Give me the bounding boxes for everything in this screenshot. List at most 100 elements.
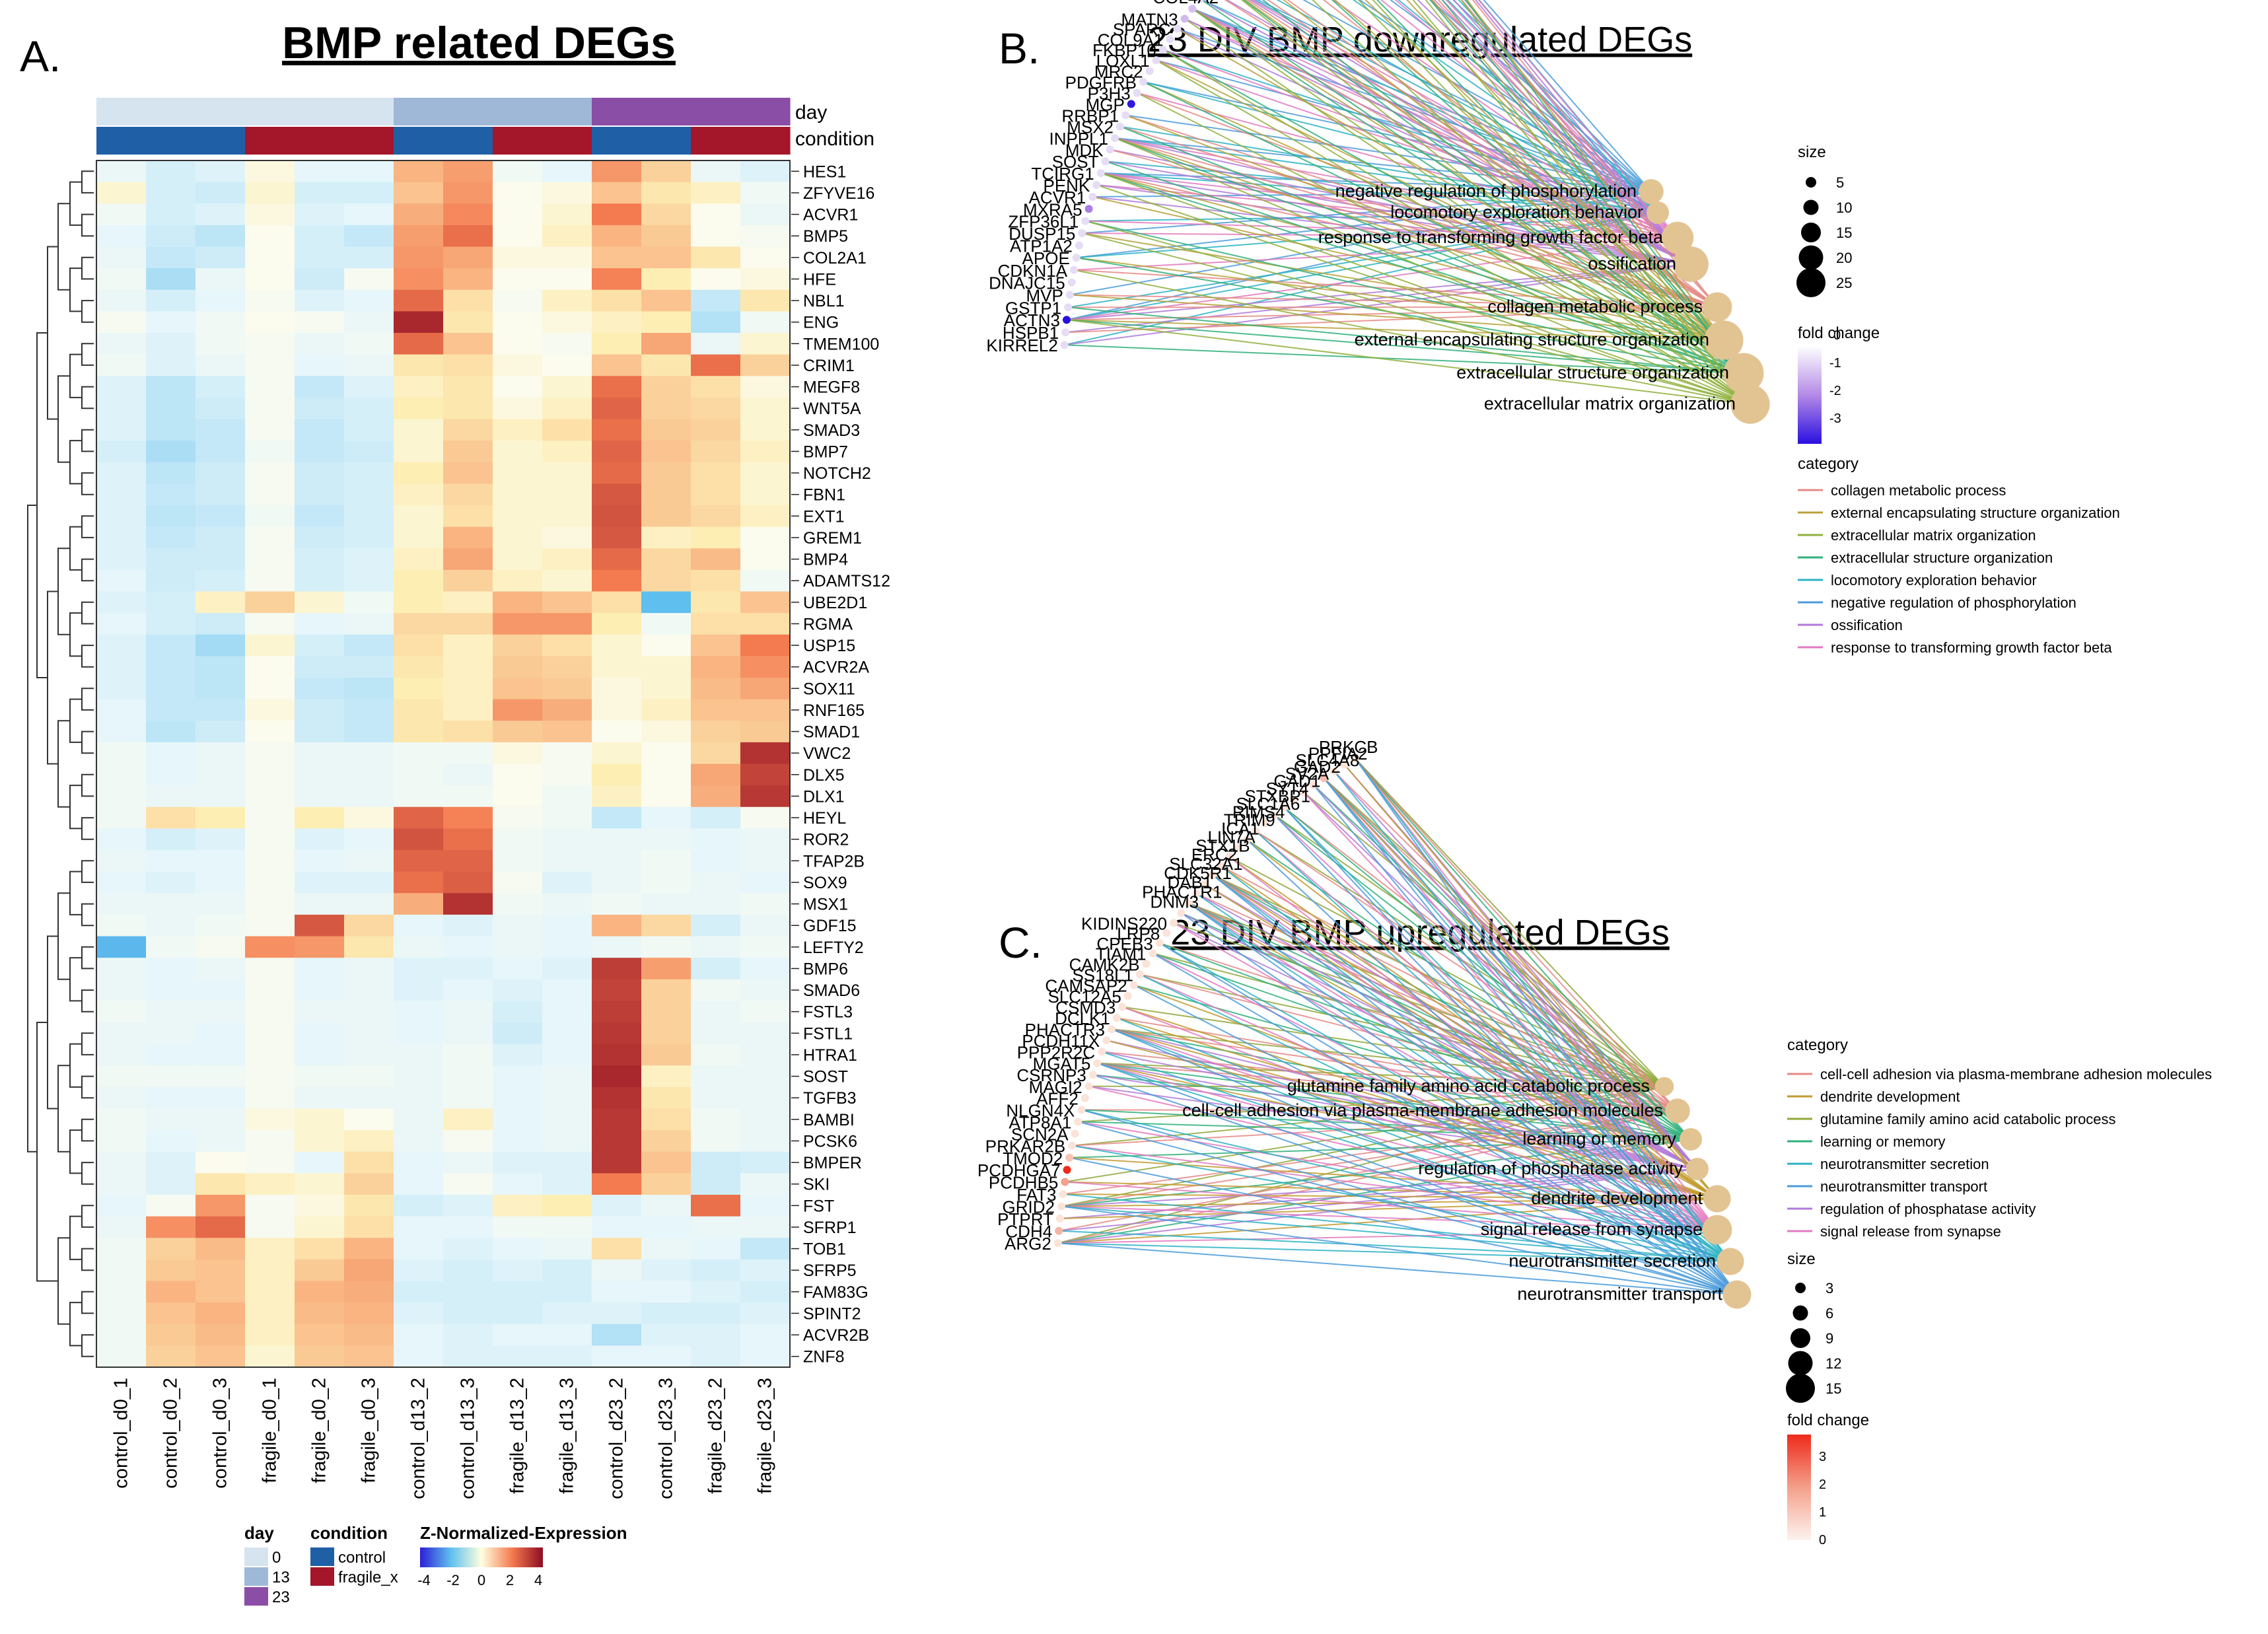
heatmap-cell [195,721,246,743]
network-edge [1461,0,1718,308]
network-edge [1072,1145,1731,1262]
heatmap-cell [493,526,543,549]
heatmap-cell [641,182,691,204]
legend-category-label: extracellular structure organization [1831,550,2053,566]
heatmap-cell [592,979,642,1001]
heatmap-cell [195,785,246,808]
heatmap-cell [493,806,543,829]
heatmap-cell [96,1151,147,1174]
heatmap-cell [245,634,295,657]
gene-label: ENG [803,314,839,332]
heatmap-cell [146,591,196,614]
heatmap-cell [146,656,196,678]
heatmap-cell [245,203,295,226]
condition-track-cell [344,127,394,155]
heatmap-cell [394,441,444,463]
gene-label: ADAMTS12 [803,572,890,590]
legend-size-label: 5 [1836,174,1844,191]
heatmap-cell [542,483,592,506]
heatmap-cell [295,419,345,441]
heatmap-cell [740,333,791,355]
heatmap-cell [542,1281,592,1303]
heatmap-cell [740,1216,791,1238]
gene-node [1101,157,1110,166]
gene-node [1158,46,1167,54]
heatmap-cell [641,203,691,226]
heatmap-cell [245,1195,295,1217]
dendrogram-branch [81,1032,94,1055]
heatmap-cell [592,182,642,204]
heatmap-cell [443,289,493,312]
heatmap-cell [592,1345,642,1368]
network-edge [1096,1062,1738,1295]
term-node [1686,1158,1709,1180]
gene-node [1081,217,1090,225]
heatmap-cell [493,354,543,376]
heatmap-cell [96,268,147,291]
heatmap-cell [394,182,444,204]
term-node [1661,221,1694,254]
heatmap-cell [96,806,147,829]
dendrogram-branch [57,548,70,635]
heatmap-cell [295,526,345,549]
heatmap-cell [443,483,493,506]
heatmap-cell [542,806,592,829]
heatmap-cell [641,419,691,441]
heatmap-cell [592,871,642,894]
legend-expr-colorbar [420,1547,543,1567]
heatmap-cell [146,1302,196,1325]
heatmap-cell [245,785,295,808]
gene-label: RGMA [803,615,853,633]
heatmap-cell [245,526,295,549]
gene-node [1200,880,1209,888]
heatmap-cell [295,764,345,786]
heatmap-cell [195,699,246,721]
heatmap-cell [542,721,592,743]
heatmap-cell [146,160,196,183]
gene-label: DUSP15 [1009,224,1075,244]
network-edge [1212,874,1731,1262]
gene-label: FBN1 [803,486,845,505]
gene-label: APOE [1022,248,1070,268]
heatmap-cell [394,613,444,635]
term-node [1647,201,1669,224]
panel-b-letter: B. [999,24,1040,73]
gene-node [1116,122,1124,131]
network-edge [1156,59,1652,192]
network-edge [1057,1242,1731,1262]
network-b-labels: negative regulation of phosphorylationlo… [986,0,1736,413]
legend-size-dot [1792,1305,1808,1321]
heatmap-cell [245,742,295,765]
network-edge [1057,1242,1738,1295]
heatmap-cell [641,979,691,1001]
dendrogram-branch [47,935,58,1110]
heatmap-cell [740,1195,791,1217]
heatmap-cell [691,397,741,420]
heatmap-cell [542,591,592,614]
network-edge [1061,1168,1698,1207]
heatmap-cell [344,1259,394,1282]
gene-label: DLX1 [803,787,845,806]
heatmap-cell [245,699,295,721]
heatmap-cell [493,1130,543,1153]
heatmap-cell [245,376,295,398]
heatmap-cell [740,613,791,635]
heatmap-cell [641,1324,691,1346]
heatmap-cell [443,678,493,700]
heatmap-cell [96,333,147,355]
heatmap-cell [641,311,691,334]
heatmap-cell [443,828,493,851]
heatmap-cell [641,1065,691,1088]
term-node [1717,1248,1744,1275]
network-edge [1081,1109,1738,1295]
heatmap-cell [641,1044,691,1066]
network-edge [1240,0,1751,405]
network-edge [1354,758,1738,1295]
legend-c-category-title: category [1787,1036,1848,1054]
heatmap-cell [245,1324,295,1346]
heatmap-cell [443,246,493,269]
gene-node [1092,181,1101,189]
heatmap-cell [592,828,642,851]
network-edge [1143,81,1724,341]
heatmap-cell [96,699,147,721]
